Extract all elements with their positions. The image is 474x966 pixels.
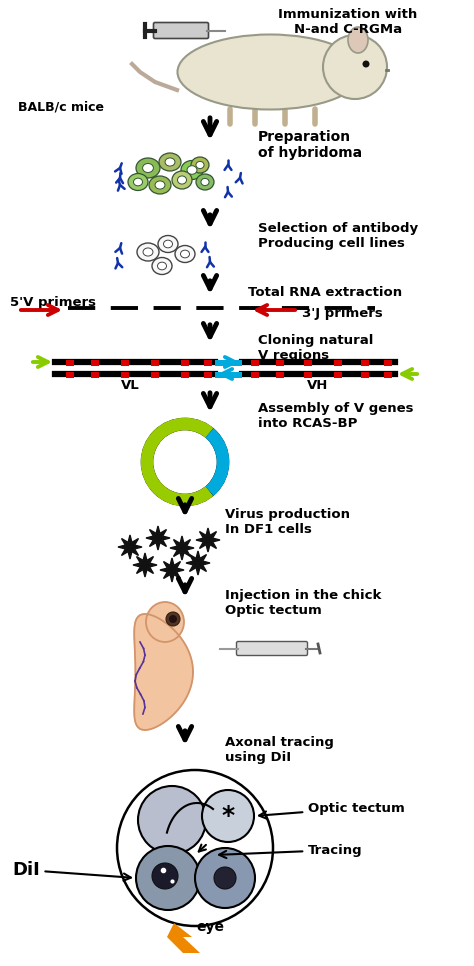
Circle shape — [152, 863, 178, 889]
Bar — [66, 360, 74, 366]
Ellipse shape — [177, 35, 363, 109]
Ellipse shape — [128, 174, 148, 190]
Ellipse shape — [137, 243, 159, 261]
Bar — [204, 372, 212, 378]
Bar — [151, 360, 159, 366]
Polygon shape — [160, 558, 184, 582]
Bar — [334, 360, 342, 366]
Ellipse shape — [164, 241, 173, 248]
Ellipse shape — [143, 248, 153, 256]
Bar — [304, 360, 312, 366]
Polygon shape — [196, 528, 220, 552]
Text: 3'J primers: 3'J primers — [302, 307, 383, 320]
Circle shape — [138, 786, 206, 854]
Circle shape — [195, 848, 255, 908]
Text: VL: VL — [120, 379, 139, 392]
Ellipse shape — [157, 262, 166, 270]
Bar — [151, 372, 159, 378]
Bar — [215, 360, 242, 366]
Bar — [66, 372, 74, 378]
Ellipse shape — [196, 161, 204, 169]
Ellipse shape — [177, 176, 186, 185]
Ellipse shape — [187, 166, 197, 174]
Ellipse shape — [165, 158, 175, 166]
Bar — [276, 360, 284, 366]
Bar — [91, 372, 99, 378]
Text: Assembly of V genes
into RCAS-BP: Assembly of V genes into RCAS-BP — [258, 402, 413, 430]
Circle shape — [169, 615, 177, 623]
Bar — [251, 360, 259, 366]
Text: Selection of antibody
Producing cell lines: Selection of antibody Producing cell lin… — [258, 222, 418, 250]
Polygon shape — [186, 551, 210, 575]
FancyBboxPatch shape — [154, 22, 209, 39]
Ellipse shape — [136, 158, 160, 178]
Text: DiI: DiI — [12, 861, 131, 881]
FancyBboxPatch shape — [237, 641, 308, 656]
Circle shape — [202, 790, 254, 842]
Bar — [204, 360, 212, 366]
Ellipse shape — [201, 179, 209, 185]
Text: Virus production
In DF1 cells: Virus production In DF1 cells — [225, 508, 350, 536]
Polygon shape — [133, 553, 157, 577]
Circle shape — [323, 35, 387, 99]
Ellipse shape — [196, 174, 214, 190]
Ellipse shape — [191, 157, 209, 173]
Bar — [384, 372, 392, 378]
Bar — [251, 372, 259, 378]
Polygon shape — [170, 536, 194, 560]
Bar — [361, 372, 369, 378]
Ellipse shape — [158, 236, 178, 252]
Text: Optic tectum: Optic tectum — [259, 802, 405, 818]
Text: Preparation
of hybridoma: Preparation of hybridoma — [258, 130, 362, 160]
Bar — [276, 372, 284, 378]
Circle shape — [214, 867, 236, 889]
Ellipse shape — [172, 171, 192, 189]
Text: Injection in the chick
Optic tectum: Injection in the chick Optic tectum — [225, 589, 382, 617]
Bar — [304, 372, 312, 378]
Bar — [91, 360, 99, 366]
Polygon shape — [167, 923, 200, 953]
Bar — [181, 360, 189, 366]
Ellipse shape — [155, 181, 165, 189]
Ellipse shape — [146, 602, 184, 642]
Text: BALB/c mice: BALB/c mice — [18, 100, 104, 113]
Ellipse shape — [181, 250, 190, 258]
Bar — [361, 360, 369, 366]
Bar — [215, 372, 242, 378]
Bar — [121, 372, 129, 378]
Ellipse shape — [152, 258, 172, 274]
Ellipse shape — [175, 245, 195, 263]
Text: 5'V primers: 5'V primers — [10, 296, 96, 309]
Text: Tracing: Tracing — [219, 843, 363, 858]
Bar — [181, 372, 189, 378]
Text: Axonal tracing
using DiI: Axonal tracing using DiI — [225, 736, 334, 764]
Text: VH: VH — [307, 379, 328, 392]
Ellipse shape — [348, 27, 368, 53]
Polygon shape — [134, 614, 193, 730]
Ellipse shape — [143, 163, 154, 173]
Ellipse shape — [149, 176, 171, 194]
Text: *: * — [221, 804, 235, 828]
Ellipse shape — [181, 160, 203, 180]
Bar — [121, 360, 129, 366]
Bar — [334, 372, 342, 378]
Circle shape — [166, 612, 180, 626]
Text: eye: eye — [196, 920, 224, 934]
Text: Total RNA extraction: Total RNA extraction — [248, 286, 402, 299]
Circle shape — [363, 61, 370, 68]
Circle shape — [117, 770, 273, 926]
Bar — [384, 360, 392, 366]
Ellipse shape — [159, 153, 181, 171]
Circle shape — [136, 846, 200, 910]
Polygon shape — [118, 535, 142, 559]
Polygon shape — [146, 526, 170, 550]
Text: Cloning natural
V regions: Cloning natural V regions — [258, 334, 374, 362]
Text: Immunization with
N-and C-RGMa: Immunization with N-and C-RGMa — [278, 8, 418, 36]
Ellipse shape — [134, 178, 143, 185]
